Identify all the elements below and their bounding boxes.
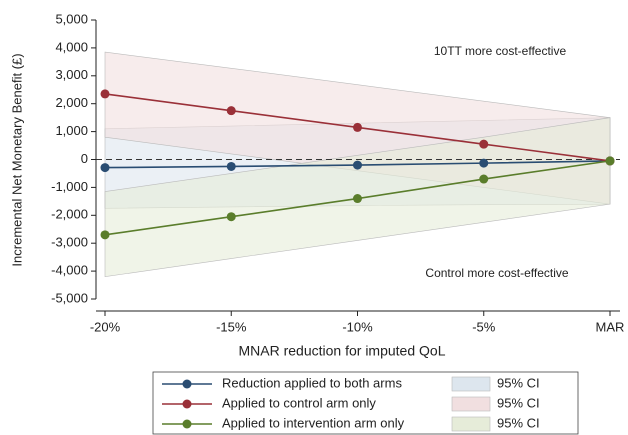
legend-label: 95% CI (497, 415, 540, 430)
data-point (353, 194, 362, 204)
x-tick-label: -10% (342, 319, 373, 334)
data-point (100, 163, 110, 173)
x-tick-label: MAR (596, 319, 625, 334)
y-tick-label: -4,000 (51, 263, 88, 278)
legend-label: 95% CI (497, 375, 540, 390)
y-tick-label: 3,000 (55, 67, 88, 82)
legend-label: Applied to control arm only (222, 395, 376, 410)
y-tick-label: 1,000 (55, 123, 88, 138)
y-tick-label: 5,000 (55, 11, 88, 26)
data-point (353, 160, 362, 170)
y-tick-label: 2,000 (55, 95, 88, 110)
annotation: Control more cost-effective (425, 266, 568, 280)
y-tick-label: -5,000 (51, 290, 88, 305)
x-tick-label: -15% (216, 319, 247, 334)
y-tick-label: 0 (81, 151, 88, 166)
data-point (353, 122, 362, 132)
data-point (226, 106, 236, 116)
data-point (479, 174, 489, 184)
legend-marker (182, 399, 192, 409)
legend-swatch (451, 376, 491, 392)
y-tick-label: -1,000 (51, 179, 88, 194)
x-tick-label: -5% (472, 319, 496, 334)
legend-swatch (451, 396, 491, 412)
x-axis-title: MNAR reduction for imputed QoL (239, 343, 446, 359)
annotation: 10TT more cost-effective (434, 44, 567, 58)
data-point (100, 89, 110, 99)
data-point (605, 156, 615, 166)
data-point (226, 212, 236, 222)
data-point (226, 161, 236, 171)
legend-label: 95% CI (497, 395, 540, 410)
legend-swatch (451, 416, 491, 432)
legend-label: Applied to intervention arm only (222, 415, 405, 430)
data-point (479, 158, 489, 168)
legend-marker (182, 379, 192, 389)
y-tick-label: 4,000 (55, 39, 88, 54)
y-tick-label: -2,000 (51, 207, 88, 222)
legend-box (152, 371, 579, 435)
data-point (479, 139, 489, 149)
y-tick-label: -3,000 (51, 235, 88, 250)
legend-label: Reduction applied to both arms (222, 375, 402, 390)
data-point (100, 230, 110, 240)
legend-marker (182, 419, 192, 429)
x-tick-label: -20% (90, 319, 121, 334)
y-axis-title: Incremental Net Monetary Benefit (£) (9, 53, 24, 266)
